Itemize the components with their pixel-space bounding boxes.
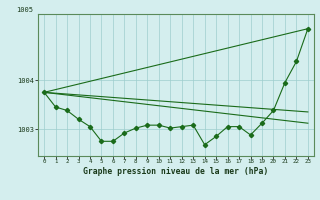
X-axis label: Graphe pression niveau de la mer (hPa): Graphe pression niveau de la mer (hPa) bbox=[84, 167, 268, 176]
Text: 1005: 1005 bbox=[16, 7, 33, 13]
